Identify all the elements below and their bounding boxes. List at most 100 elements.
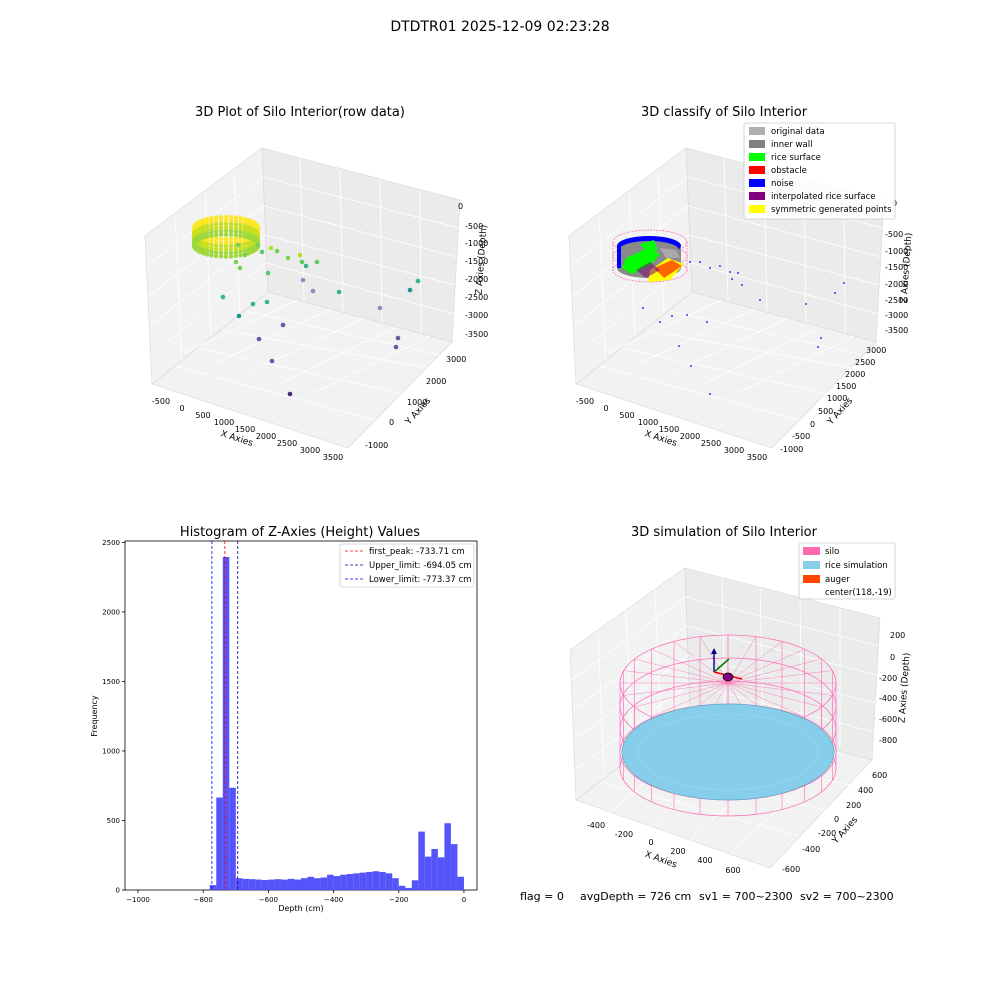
raw-ring-point <box>242 227 247 232</box>
raw-z-label: Z Axies (Depth) <box>475 224 490 295</box>
raw-ring-point <box>205 245 210 250</box>
classify-z-tick: -1000 <box>885 247 908 256</box>
raw-point <box>415 278 421 284</box>
raw-x-tick: -500 <box>152 397 170 406</box>
raw-ring-point <box>213 218 219 224</box>
raw-ring-point <box>242 220 247 225</box>
raw-ring-point <box>213 225 219 231</box>
histogram-bar <box>281 879 288 890</box>
classify-noise-point <box>709 393 711 395</box>
raw-ring-point <box>223 236 229 242</box>
raw-point <box>250 301 256 307</box>
sim-x-tick: 0 <box>648 838 653 847</box>
raw-ring-point <box>201 244 206 249</box>
histogram-bar <box>209 885 217 890</box>
raw-z-tick: -3000 <box>465 311 488 320</box>
legend-label-auger: auger <box>825 575 850 585</box>
raw-ring-point <box>228 254 234 259</box>
sim-silo-spoke <box>727 658 822 684</box>
raw-ring-point <box>218 243 224 249</box>
raw-ring-point <box>223 243 229 249</box>
classify-z-label: Z Axies (Depth) <box>900 232 915 303</box>
raw-ring-point <box>218 254 224 259</box>
histogram-y-tick-label: 1500 <box>102 678 120 686</box>
raw-point <box>285 255 291 261</box>
raw-ring-point <box>213 246 219 252</box>
histogram-x-tick-label: −800 <box>194 896 213 904</box>
classify-noise-point <box>741 284 743 286</box>
raw-ring-point <box>201 235 206 240</box>
raw-ring-point <box>228 221 234 227</box>
raw-ring-point <box>233 225 239 231</box>
raw-point <box>407 287 413 293</box>
histogram-bar <box>379 871 386 890</box>
raw-z-ticks: 0 -500 -1000 -1500 -2000 -2500 -3000 -35… <box>458 202 488 339</box>
histogram-bar <box>242 878 249 890</box>
classify-y-tick: -1000 <box>780 445 803 454</box>
histogram-bar <box>216 797 223 890</box>
raw-ring-point <box>228 240 234 245</box>
raw-ring-point <box>223 232 229 237</box>
raw-x-tick: 0 <box>179 404 184 413</box>
raw-ring-point <box>246 221 251 226</box>
legend-label-upper-limit: Upper_limit: -694.05 cm <box>369 561 472 571</box>
legend-label-noise: noise <box>771 179 794 189</box>
raw-points <box>220 242 421 397</box>
raw-point <box>237 265 243 271</box>
classify-noise-point <box>805 303 807 305</box>
raw-point <box>236 313 242 319</box>
classify-noise-point <box>817 346 819 348</box>
classify-legend-frame <box>743 122 896 220</box>
raw-point <box>264 299 270 305</box>
raw-x-tick: 3000 <box>300 446 320 455</box>
classify-y-tick: 1500 <box>836 382 856 391</box>
classify-noise-edge <box>617 246 621 268</box>
classify-noise-point <box>689 261 691 263</box>
classify-3d-title: 3D classify of Silo Interior <box>641 105 808 120</box>
histogram-bar <box>411 880 419 890</box>
sim-x-tick: -200 <box>615 830 633 839</box>
sim-z-ticks: 200 0 -200 -400 -600 -800 <box>879 631 905 745</box>
legend-label-original-data: original data <box>771 127 825 137</box>
raw-point <box>297 252 303 258</box>
raw-ring-point <box>213 239 219 245</box>
raw-ring-point <box>209 242 214 247</box>
legend-swatch-silo <box>803 547 820 555</box>
raw-ring-point <box>201 221 206 226</box>
raw-point <box>235 242 241 248</box>
raw-grid <box>146 157 460 422</box>
sim-silo-spoke <box>651 682 729 718</box>
sim-y-tick: -400 <box>802 845 820 854</box>
histogram-bars <box>209 556 464 890</box>
legend-label-rice-surface: rice surface <box>771 153 821 163</box>
classify-x-tick: 1500 <box>659 425 679 434</box>
sim-y-ticks: -600 -400 -200 0 200 400 600 <box>782 771 887 874</box>
classify-noise-point <box>642 307 644 309</box>
raw-ring-point <box>201 232 206 237</box>
raw-ring-point <box>205 234 210 239</box>
raw-ring-point <box>197 236 203 242</box>
histogram-bar <box>248 879 256 890</box>
histogram-bar <box>301 878 308 890</box>
classify-x-tick: 0 <box>603 404 608 413</box>
legend-swatch-auger <box>803 575 820 583</box>
sim-z-tick: 200 <box>890 631 905 640</box>
sim-z-tick: -400 <box>879 694 897 703</box>
footer-avg-depth: avgDepth = 726 cm <box>580 890 691 903</box>
raw-ring-point <box>205 220 210 225</box>
raw-y-tick: -1000 <box>365 441 388 450</box>
raw-ring-point <box>209 239 214 244</box>
raw-ring-point <box>223 228 229 234</box>
classify-3d-plot: 3D classify of Silo Interior -500 0 500 … <box>568 105 915 462</box>
histogram-bar <box>235 878 243 890</box>
classify-y-tick: 500 <box>818 407 833 416</box>
raw-ring-point <box>242 230 247 236</box>
raw-ring-point <box>213 243 219 248</box>
sim-silo-spoke <box>623 682 729 696</box>
raw-ring-point <box>218 247 224 252</box>
sim-rice-sheen <box>637 713 819 791</box>
classify-x-tick: 3000 <box>724 446 744 455</box>
classify-silo-cluster <box>612 229 688 283</box>
raw-ring-point <box>233 229 239 234</box>
histogram-bar <box>320 877 328 890</box>
